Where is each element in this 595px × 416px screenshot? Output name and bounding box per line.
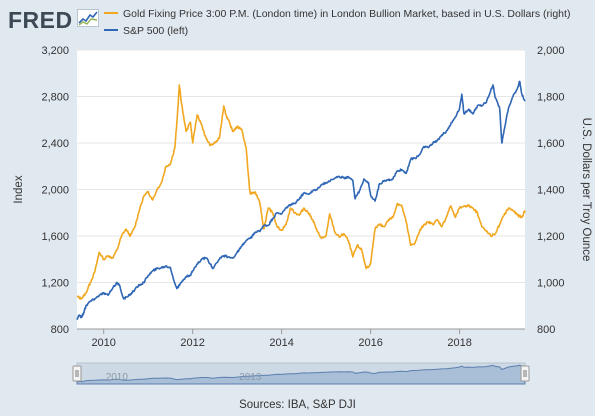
y-left-tick-label: 1,600 — [41, 231, 69, 243]
y-left-tick-label: 3,200 — [41, 45, 69, 57]
legend-label-sp500: S&P 500 (left) — [123, 25, 189, 37]
y-left-tick-label: 2,400 — [41, 138, 69, 150]
sp500-series-line — [76, 80, 526, 320]
sources-text: Sources: IBA, S&P DJI — [239, 399, 356, 411]
legend-item-sp500[interactable]: S&P 500 (left) — [104, 25, 188, 37]
x-tick-label: 2010 — [91, 337, 115, 349]
y-right-tick-label: 2,000 — [537, 45, 565, 57]
navigator-handle-left[interactable] — [72, 365, 82, 382]
y-right-axis-label: U.S. Dollars per Troy Ounce — [580, 118, 592, 262]
fred-chart-icon — [77, 9, 99, 27]
fred-logo[interactable]: FRED — [8, 7, 73, 33]
x-tick-label: 2012 — [180, 337, 204, 349]
y-left-tick-label: 2,800 — [41, 92, 69, 104]
legend-label-gold: Gold Fixing Price 3:00 P.M. (London time… — [123, 8, 571, 20]
y-right-tick-label: 1,600 — [537, 138, 565, 150]
navigator-tick-label: 2013 — [239, 372, 262, 383]
x-tick-label: 2018 — [447, 337, 471, 349]
y-left-axis-label: Index — [13, 175, 25, 203]
y-right-tick-label: 1,000 — [537, 278, 565, 290]
navigator-tick-label: 2010 — [106, 372, 129, 383]
y-left-tick-label: 800 — [51, 324, 69, 336]
y-right-tick-label: 800 — [537, 324, 555, 336]
y-left-tick-label: 1,200 — [41, 278, 69, 290]
y-left-tick-label: 2,000 — [41, 185, 69, 197]
gold-swatch — [104, 12, 118, 15]
x-tick-label: 2014 — [269, 337, 293, 349]
navigator-handle-right[interactable] — [520, 365, 530, 382]
sp500-swatch — [104, 29, 118, 32]
y-right-tick-label: 1,800 — [537, 92, 565, 104]
gold-series-line — [76, 84, 526, 300]
navigator-series — [76, 364, 526, 385]
y-right-tick-label: 1,200 — [537, 231, 565, 243]
y-right-tick-label: 1,400 — [537, 185, 565, 197]
x-tick-label: 2016 — [358, 337, 382, 349]
legend-item-gold[interactable]: Gold Fixing Price 3:00 P.M. (London time… — [104, 8, 570, 20]
